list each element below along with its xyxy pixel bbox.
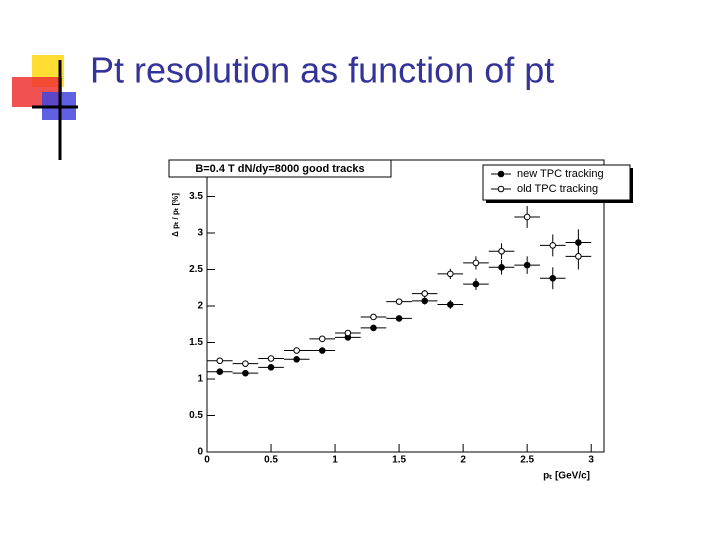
point [318,335,326,343]
point [447,270,454,278]
point [267,355,275,362]
point [267,364,275,371]
point [242,369,249,377]
title-box [168,159,392,178]
point [293,347,300,354]
x-tick-label: 3 [588,455,594,466]
x-axis-label: pₜ [GeV/c] [543,471,590,482]
y-tick-label: 1 [197,374,203,385]
point [242,360,249,367]
x-tick-label: 2.5 [520,455,534,466]
point [498,247,505,255]
point [216,368,224,376]
y-tick-label: 2.5 [189,264,203,275]
point [395,315,403,322]
point [472,259,480,267]
slide-title: Pt resolution as function of pt [90,50,554,91]
legend-label: old TPC tracking [517,183,598,195]
x-tick-label: 1.5 [392,455,406,466]
y-tick-label: 2 [197,301,203,312]
y-axis-label: Δ pₜ / pₜ [%] [171,193,180,237]
legend-marker [497,170,505,178]
point [523,261,531,269]
point [216,357,224,365]
x-tick-label: 0.5 [264,455,278,466]
legend-box [482,164,631,201]
point [472,280,480,288]
point [549,274,557,282]
y-tick-label: 1.5 [189,337,203,348]
point [395,298,403,305]
point [549,242,557,249]
legend-label: new TPC tracking [517,168,604,180]
point [370,313,377,321]
y-tick-label: 3 [197,228,203,239]
y-tick-label: 0.5 [189,410,203,421]
point [293,355,300,363]
y-tick-label: 0 [197,447,203,458]
point [498,264,505,271]
point [447,301,454,308]
x-tick-label: 1 [332,455,338,466]
plot-frame [206,159,605,453]
chart-title: B=0.4 T dN/dy=8000 good tracks [195,163,364,175]
legend-marker [497,185,505,193]
x-tick-label: 0 [204,455,210,466]
y-tick-label: 3.5 [189,191,203,202]
point [421,290,429,297]
x-tick-label: 2 [460,455,466,466]
point [318,347,326,354]
point [344,329,352,337]
point [575,253,582,260]
point [523,213,531,221]
point [370,324,377,332]
point [421,297,429,305]
